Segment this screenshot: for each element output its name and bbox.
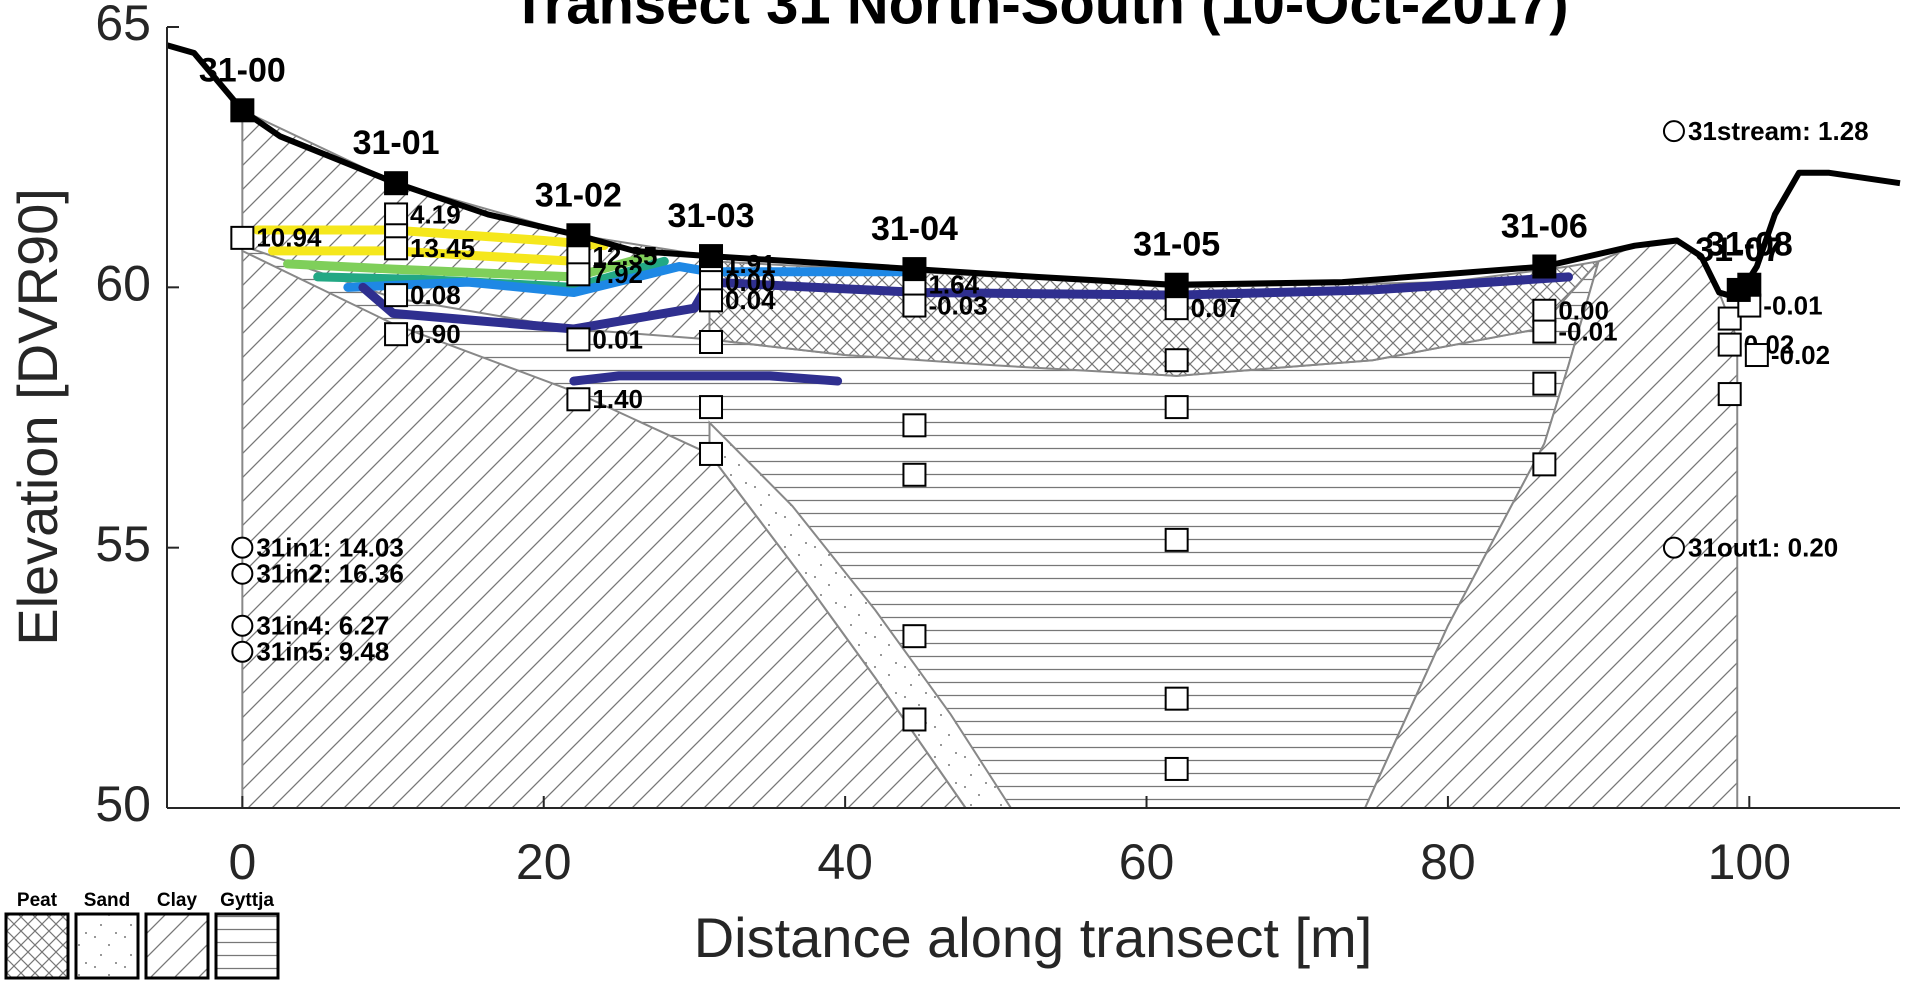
well-label: 31-03 (668, 197, 755, 235)
x-tick-label: 100 (1708, 834, 1791, 890)
well-marker (1737, 273, 1761, 297)
annotation-marker (1664, 121, 1684, 141)
annotation-marker (232, 616, 252, 636)
y-tick-label: 55 (95, 516, 151, 572)
well-label: 31-05 (1133, 226, 1220, 264)
sample-value-label: 0.07 (1191, 293, 1242, 323)
legend-swatch (146, 914, 208, 978)
well-label: 31-01 (353, 124, 440, 162)
sample-marker (903, 708, 925, 730)
x-tick-label: 0 (228, 834, 256, 890)
sample-value-label: -0.01 (1763, 290, 1822, 320)
sample-marker (1166, 349, 1188, 371)
sample-value-label: 0.08 (410, 280, 461, 310)
legend-label: Sand (84, 890, 130, 911)
x-tick-label: 60 (1119, 834, 1175, 890)
legend-swatch (76, 914, 138, 978)
sample-marker (385, 203, 407, 225)
sample-marker (903, 464, 925, 486)
sample-marker (567, 328, 589, 350)
sample-marker (385, 237, 407, 259)
sample-marker (1533, 321, 1555, 343)
annotation-label: 31stream: 1.28 (1688, 116, 1869, 146)
annotation-marker (232, 564, 252, 584)
sample-marker (567, 263, 589, 285)
legend-swatch (216, 914, 278, 978)
legend-label: Peat (17, 890, 58, 911)
legend-swatch (6, 914, 68, 978)
sample-value-label: 0.90 (410, 319, 461, 349)
y-tick-label: 60 (95, 256, 151, 312)
sample-marker (1533, 373, 1555, 395)
well-label: 31-02 (535, 176, 622, 214)
sample-marker (231, 227, 253, 249)
sample-value-label: 0.04 (725, 285, 776, 315)
sample-marker (903, 625, 925, 647)
well-marker (1532, 255, 1556, 279)
annotation-label: 31in5: 9.48 (256, 637, 389, 667)
well-label: 31-06 (1501, 207, 1588, 245)
sample-marker (385, 284, 407, 306)
annotation-marker (1664, 538, 1684, 558)
sample-value-label: 13.45 (410, 233, 475, 263)
well-marker (902, 257, 926, 281)
legend-label: Clay (157, 890, 198, 911)
page-body: {"chart_data": { "type": "transect", "ti… (0, 0, 1913, 981)
x-tick-label: 40 (817, 834, 873, 890)
x-axis-title: Distance along transect [m] (694, 906, 1373, 969)
well-label: 31-08 (1706, 226, 1793, 264)
sample-marker (1166, 297, 1188, 319)
sample-value-label: -0.01 (1558, 316, 1617, 346)
sample-marker (700, 443, 722, 465)
sample-value-label: -0.02 (1771, 340, 1830, 370)
chart: 10.944.1913.450.080.9012.357.920.011.401… (0, 0, 1913, 981)
well-marker (566, 223, 590, 247)
sample-marker (700, 289, 722, 311)
well-marker (230, 98, 254, 122)
annotation-marker (232, 538, 252, 558)
y-axis-title: Elevation [DVR90] (6, 188, 69, 646)
annotation-marker (232, 642, 252, 662)
sample-marker (1166, 396, 1188, 418)
sample-marker (1533, 453, 1555, 475)
sample-marker (700, 396, 722, 418)
contour-line (574, 376, 838, 381)
y-tick-label: 65 (95, 0, 151, 51)
sample-value-label: 4.19 (410, 199, 461, 229)
x-tick-label: 20 (516, 834, 572, 890)
sample-marker (903, 295, 925, 317)
annotation-label: 31in2: 16.36 (256, 559, 403, 589)
well-label: 31-00 (199, 51, 286, 89)
sample-value-label: 0.01 (592, 324, 643, 354)
legend-label: Gyttja (220, 890, 274, 911)
sample-value-label: 10.94 (256, 223, 322, 253)
sample-marker (1166, 529, 1188, 551)
sample-marker (567, 388, 589, 410)
sample-value-label: 1.40 (592, 384, 643, 414)
chart-title: Transect 31 North-South (10-Oct-2017) (511, 0, 1568, 36)
well-marker (384, 171, 408, 195)
sample-marker (385, 323, 407, 345)
sample-marker (700, 331, 722, 353)
sample-marker (903, 414, 925, 436)
y-tick-label: 50 (95, 776, 151, 832)
well-marker (1165, 273, 1189, 297)
sample-marker (1533, 300, 1555, 322)
x-tick-label: 80 (1420, 834, 1476, 890)
sample-marker (1746, 344, 1768, 366)
well-label: 31-04 (871, 210, 958, 248)
sample-value-label: -0.03 (928, 290, 987, 320)
sample-marker (1719, 383, 1741, 405)
well-marker (699, 244, 723, 268)
page: Transect chart body { margin: 0; width: … (0, 0, 1913, 981)
sample-value-label: 7.92 (592, 259, 643, 289)
annotation-label: 31out1: 0.20 (1688, 533, 1838, 563)
sample-marker (1719, 334, 1741, 356)
sample-marker (1166, 758, 1188, 780)
sample-marker (1166, 688, 1188, 710)
